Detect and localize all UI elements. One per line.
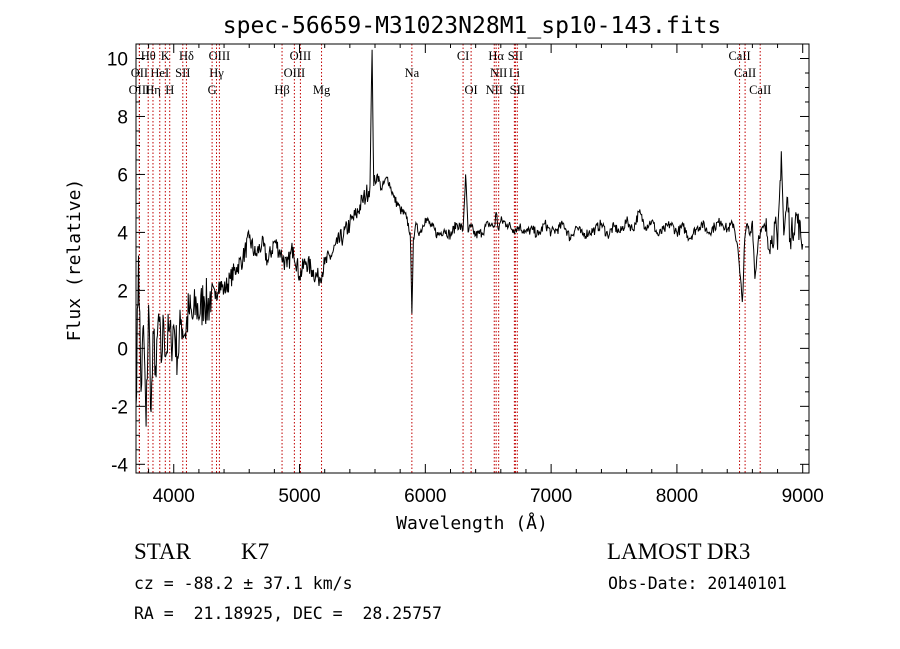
line-marker-label: OIII bbox=[129, 83, 151, 97]
line-marker-label: Hα bbox=[488, 49, 504, 63]
object-class: STAR bbox=[134, 539, 191, 564]
y-tick-label: 8 bbox=[117, 107, 128, 128]
line-marker-label: OIII bbox=[284, 66, 306, 80]
line-marker-label: CaII bbox=[728, 49, 750, 63]
y-tick-label: 0 bbox=[117, 339, 128, 360]
line-marker-label: Hγ bbox=[209, 66, 224, 80]
spectrum-line bbox=[135, 49, 804, 427]
y-tick-label: 6 bbox=[117, 165, 128, 186]
spectrum-series bbox=[135, 49, 804, 427]
x-tick-label: 8000 bbox=[656, 486, 698, 507]
x-tick-label: 7000 bbox=[530, 486, 572, 507]
redshift-info: cz = -88.2 ± 37.1 km/s bbox=[134, 574, 353, 593]
coordinates: RA = 21.18925, DEC = 28.25757 bbox=[134, 604, 442, 623]
y-tick-label: 4 bbox=[117, 223, 128, 244]
y-tick-label: -2 bbox=[111, 397, 128, 418]
y-axis-label: Flux (relative) bbox=[64, 179, 85, 342]
x-axis-label: Wavelength (Å) bbox=[396, 512, 548, 534]
y-tick-label: 10 bbox=[107, 49, 128, 70]
line-marker-label: CI bbox=[457, 49, 470, 63]
line-marker-label: SII bbox=[175, 66, 190, 80]
plot-frame bbox=[135, 43, 810, 474]
line-marker-label: SII bbox=[508, 49, 523, 63]
line-marker-label: Li bbox=[509, 66, 521, 80]
line-marker-label: CaII bbox=[734, 66, 756, 80]
object-subclass: K7 bbox=[241, 539, 270, 564]
line-marker-label: Mg bbox=[313, 83, 331, 97]
line-marker-label: SII bbox=[510, 83, 525, 97]
axes: 4000 5000 6000 7000 8000 9000 -4 -2 0 2 4 6 8 10 bbox=[107, 44, 824, 507]
x-tick-label: 6000 bbox=[404, 486, 446, 507]
line-marker-label: K bbox=[161, 49, 170, 63]
line-marker-label: NII bbox=[490, 66, 507, 80]
line-marker-label: H bbox=[165, 83, 174, 97]
x-tick-label: 4000 bbox=[153, 486, 195, 507]
line-marker-label: OI bbox=[465, 83, 478, 97]
obs-date: Obs-Date: 20140101 bbox=[608, 574, 787, 593]
line-marker-label: Hδ bbox=[179, 49, 194, 63]
line-marker-label: Hθ bbox=[141, 49, 156, 63]
x-tick-label: 5000 bbox=[278, 486, 320, 507]
line-marker-label: Hβ bbox=[274, 83, 289, 97]
y-tick-label: -4 bbox=[111, 455, 128, 476]
line-marker-label: G bbox=[208, 83, 217, 97]
y-tick-label: 2 bbox=[117, 281, 128, 302]
x-tick-label: 9000 bbox=[782, 486, 824, 507]
line-marker-label: CaII bbox=[749, 83, 771, 97]
line-marker-label: NII bbox=[486, 83, 503, 97]
survey-name: LAMOST DR3 bbox=[607, 539, 751, 564]
line-marker-label: Hη bbox=[145, 83, 161, 97]
chart-title: spec-56659-M31023N28M1_sp10-143.fits bbox=[223, 13, 722, 39]
line-marker-label: Na bbox=[405, 66, 420, 80]
line-marker-label: OIII bbox=[290, 49, 312, 63]
line-marker-label: OIII bbox=[209, 49, 231, 63]
line-marker-label: HeI bbox=[150, 66, 169, 80]
